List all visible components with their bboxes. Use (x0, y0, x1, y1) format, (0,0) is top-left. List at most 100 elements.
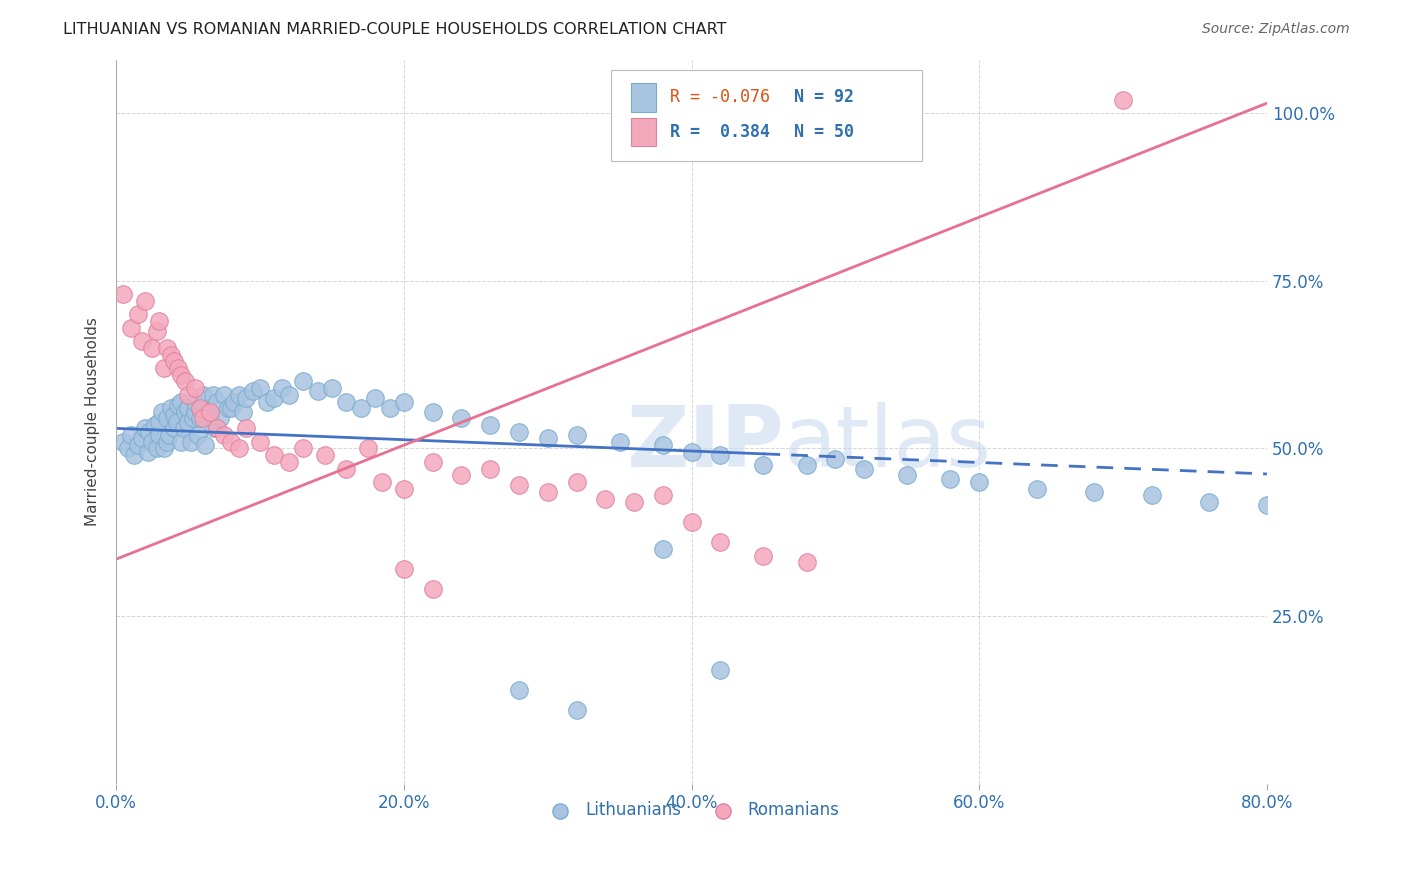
Point (120, 428, 142, 442)
Point (651, 488, 673, 502)
Point (156, 341, 179, 355)
Point (159, 428, 181, 442)
Point (292, 375, 315, 389)
Point (177, 388, 200, 402)
Point (479, 417, 502, 432)
Point (422, 582, 444, 597)
Text: ZIP: ZIP (626, 402, 783, 485)
Point (321, 381, 343, 395)
Point (232, 404, 254, 418)
Point (263, 448, 285, 462)
FancyBboxPatch shape (631, 83, 657, 112)
Point (120, 320, 142, 334)
Point (177, 415, 200, 429)
Text: N = 92: N = 92 (794, 88, 853, 106)
Point (201, 388, 224, 402)
Point (150, 404, 173, 418)
Point (131, 432, 153, 446)
Point (824, 451, 846, 466)
Point (174, 404, 197, 418)
Point (163, 408, 186, 422)
Point (277, 455, 299, 469)
Point (1198, 495, 1220, 509)
Point (896, 468, 918, 483)
Point (508, 478, 530, 492)
Point (141, 434, 163, 449)
Point (1112, 93, 1135, 107)
Text: LITHUANIAN VS ROMANIAN MARRIED-COUPLE HOUSEHOLDS CORRELATION CHART: LITHUANIAN VS ROMANIAN MARRIED-COUPLE HO… (63, 22, 727, 37)
Point (212, 428, 235, 442)
Point (134, 293, 156, 308)
Point (307, 384, 329, 399)
Point (350, 401, 373, 416)
Point (537, 432, 560, 446)
Point (709, 448, 731, 462)
Point (371, 475, 394, 489)
Point (796, 556, 818, 570)
Point (1140, 488, 1163, 502)
Point (565, 475, 588, 489)
Point (709, 535, 731, 549)
Point (378, 401, 401, 416)
Point (145, 324, 167, 338)
Point (1083, 485, 1105, 500)
Point (188, 411, 211, 425)
Point (122, 448, 145, 462)
FancyBboxPatch shape (612, 70, 922, 161)
Point (1256, 499, 1278, 513)
Point (249, 434, 271, 449)
Point (228, 388, 250, 402)
Point (163, 421, 186, 435)
Point (191, 401, 214, 416)
Point (191, 388, 214, 402)
FancyBboxPatch shape (631, 118, 657, 146)
Point (195, 404, 218, 418)
Point (117, 442, 139, 456)
Point (796, 458, 818, 473)
Point (651, 438, 673, 452)
Point (221, 434, 243, 449)
Point (335, 461, 357, 475)
Point (160, 348, 183, 362)
Point (752, 458, 775, 473)
Point (148, 415, 170, 429)
Point (191, 411, 214, 425)
Point (508, 425, 530, 439)
Point (479, 461, 502, 475)
Point (127, 438, 149, 452)
Point (565, 428, 588, 442)
Point (184, 381, 207, 395)
Point (939, 472, 962, 486)
Point (141, 341, 163, 355)
Point (181, 411, 204, 425)
Point (422, 455, 444, 469)
Point (242, 384, 264, 399)
Point (166, 415, 188, 429)
Point (277, 388, 299, 402)
Point (967, 475, 990, 489)
Point (205, 394, 228, 409)
Point (422, 404, 444, 418)
Point (263, 391, 285, 405)
Point (709, 663, 731, 677)
Point (187, 428, 209, 442)
Point (853, 461, 876, 475)
Point (752, 549, 775, 563)
Point (1025, 482, 1047, 496)
Point (163, 354, 186, 368)
Point (170, 394, 193, 409)
Point (392, 394, 415, 409)
Text: R = -0.076: R = -0.076 (669, 88, 769, 106)
Point (152, 361, 174, 376)
Point (127, 307, 149, 321)
Text: R =  0.384: R = 0.384 (669, 123, 769, 141)
Point (148, 428, 170, 442)
Point (357, 442, 380, 456)
Point (217, 401, 239, 416)
Point (184, 404, 207, 418)
Point (450, 411, 472, 425)
Point (212, 388, 235, 402)
Point (156, 434, 179, 449)
Point (565, 703, 588, 717)
Point (235, 391, 257, 405)
